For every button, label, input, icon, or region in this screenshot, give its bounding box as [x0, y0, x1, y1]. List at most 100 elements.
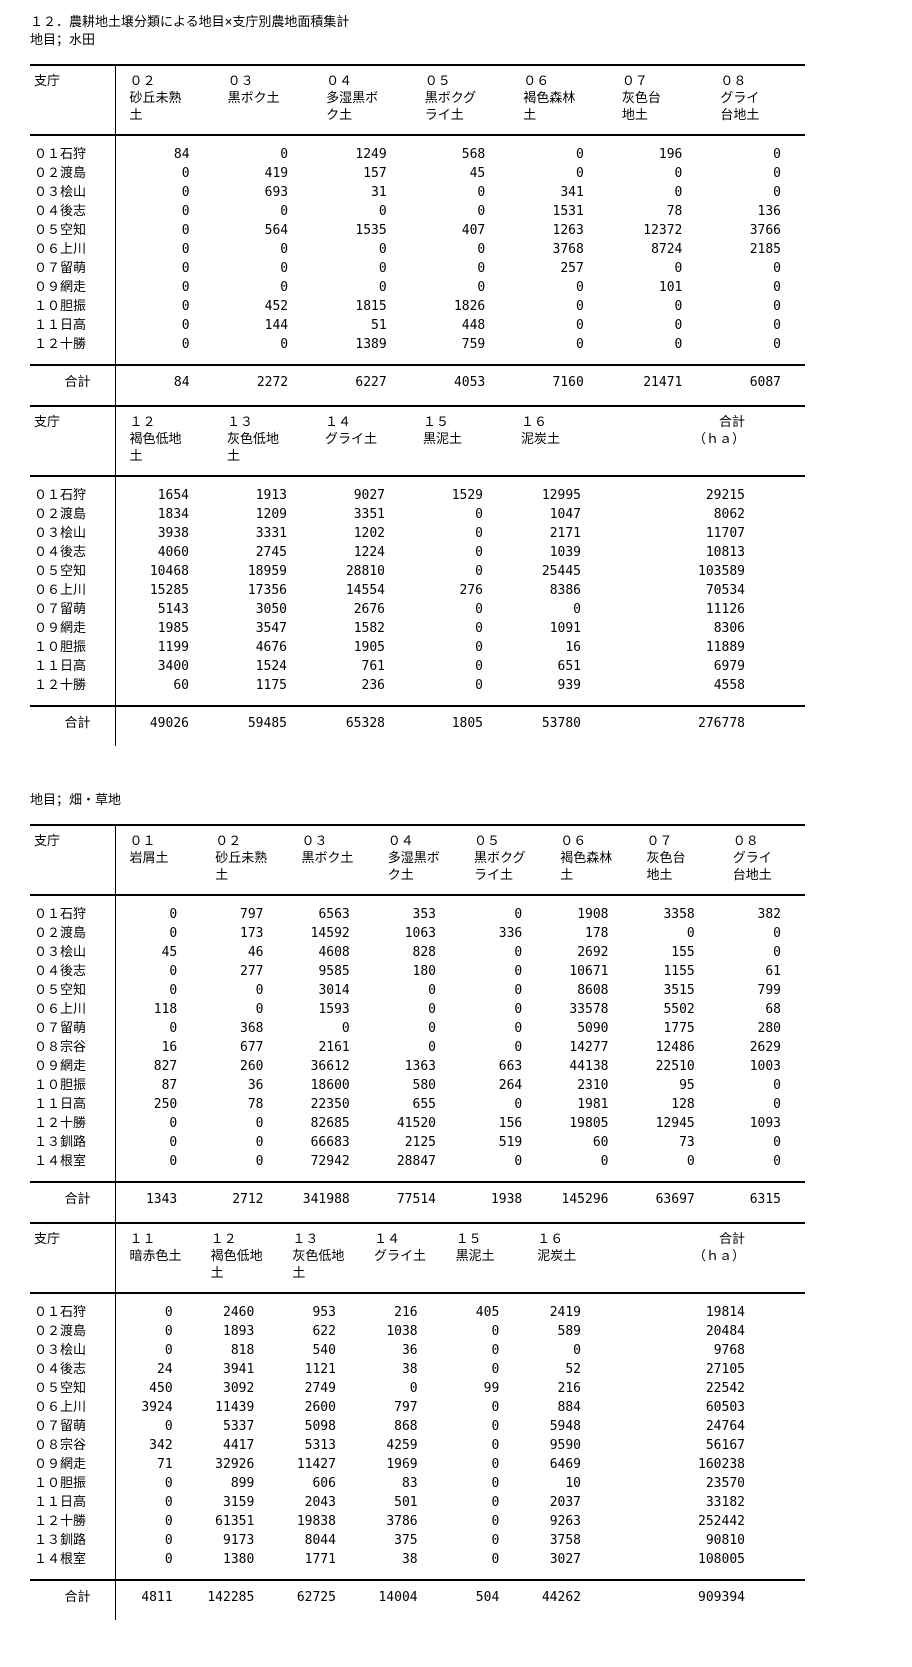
cell-value: 0: [181, 204, 190, 219]
total-label: 合計: [30, 705, 116, 746]
cell-value: 0: [477, 185, 486, 200]
cell-value: 156: [498, 1116, 523, 1131]
cell-value: 12945: [655, 1116, 695, 1131]
cell-value: 1981: [577, 1097, 609, 1112]
column-header: ０８ グライ 台地土: [706, 65, 805, 136]
cell-value: 375: [394, 1533, 418, 1548]
section-label-paddy: 地目；水田: [30, 33, 96, 48]
table-row: １１日高 3400 1524 761 0 651 6979: [30, 657, 805, 676]
cell-value: 33578: [569, 1002, 609, 1017]
column-header: ０１ 岩屑土: [115, 825, 202, 896]
table-row: ０６上川 3924 11439 2600 797 0 884 60503: [30, 1398, 805, 1417]
cell-value: 73: [679, 1135, 695, 1150]
cell-value: 71: [157, 1457, 173, 1472]
cell-value: 0: [773, 318, 781, 333]
section-label-field: 地目；畑・草地: [30, 793, 122, 808]
cell-value: 0: [514, 945, 523, 960]
cell-value: 24764: [705, 1419, 745, 1434]
cell-value: 2310: [577, 1078, 609, 1093]
cell-value: 353: [412, 907, 436, 922]
column-header-shicho: 支庁: [30, 825, 116, 896]
cell-value: 759: [461, 337, 486, 352]
column-header: ０６ 褐色森林 土: [546, 825, 633, 896]
cell-value: 0: [341, 1021, 350, 1036]
field-soil-table-part1: 支庁 ０１ 岩屑土 ０２ 砂丘未熟 土 ０３ 黒ボク土 ０４ 多湿黒ボ ク土 ０５ 黒ボク…: [30, 824, 805, 1222]
cell-value: 2037: [549, 1495, 581, 1510]
table-row: ０６上川 0 0 0 0 3768 8724 2185: [30, 240, 805, 259]
table-row: ０９網走 71 32926 11427 1969 0 6469 160238: [30, 1455, 805, 1474]
cell-value: 0: [477, 242, 486, 257]
cell-value: 5313: [304, 1438, 336, 1453]
cell-value: 0: [378, 242, 387, 257]
cell-value: 9173: [223, 1533, 255, 1548]
header-row: 支庁 １１ 暗赤色土 １２ 褐色低地 土 １３ 灰色低地 土 １４ グライ土 １５ 黒泥土…: [30, 1223, 805, 1294]
row-label: １１日高: [30, 1493, 116, 1512]
table-row: １３釧路 0 0 66683 2125 519 60 73 0: [30, 1133, 805, 1152]
cell-value: 4259: [386, 1438, 418, 1453]
cell-value: 622: [312, 1324, 336, 1339]
cell-value: 2749: [304, 1381, 336, 1396]
row-label: ０５空知: [30, 1379, 116, 1398]
row-label: １４根室: [30, 1550, 116, 1580]
cell-value: 0: [280, 242, 289, 257]
cell-value: 66683: [310, 1135, 350, 1150]
cell-value: 0: [575, 280, 584, 295]
total-row: 合計 84 2272 6227 4053 7160 21471 6087: [30, 364, 805, 405]
cell-value: 101: [658, 280, 683, 295]
cell-value: 0: [169, 1116, 178, 1131]
cell-value: 0: [674, 185, 683, 200]
cell-value: 0: [169, 1154, 178, 1169]
row-label: １３釧路: [30, 1133, 116, 1152]
cell-value: 1121: [304, 1362, 336, 1377]
cell-value: 1524: [255, 659, 287, 674]
column-header: １１ 暗赤色土: [115, 1223, 197, 1294]
total-value: 21471: [607, 364, 707, 405]
cell-value: 36612: [310, 1059, 350, 1074]
cell-value: 606: [312, 1476, 336, 1491]
row-label: ０１石狩: [30, 1293, 116, 1322]
column-header: １６ 泥炭土: [507, 406, 605, 477]
cell-value: 2629: [749, 1040, 781, 1055]
table-row: ０７留萌 0 0 0 0 257 0 0: [30, 259, 805, 278]
page-title: １２．農耕地土壌分類による地目×支庁別農地面積集計: [30, 15, 350, 30]
table-row: ０１石狩 0 797 6563 353 0 1908 3358 382: [30, 895, 805, 924]
cell-value: 19805: [569, 1116, 609, 1131]
cell-value: 0: [773, 280, 781, 295]
row-label: ０３桧山: [30, 1341, 116, 1360]
cell-value: 0: [477, 280, 486, 295]
table-row: １１日高 250 78 22350 655 0 1981 128 0: [30, 1095, 805, 1114]
table-row: ０３桧山 45 46 4608 828 0 2692 155 0: [30, 943, 805, 962]
cell-value: 0: [674, 261, 683, 276]
total-value: 59485: [213, 705, 311, 746]
total-value: 84: [115, 364, 214, 405]
cell-value: 236: [361, 678, 385, 693]
table-row: ０２渡島 0 419 157 45 0 0 0: [30, 164, 805, 183]
table-row: ０５空知 450 3092 2749 0 99 216 22542: [30, 1379, 805, 1398]
cell-value: 257: [560, 261, 584, 276]
column-header: １３ 灰色低地 土: [213, 406, 311, 477]
column-header: ０７ 灰色台 地土: [632, 825, 719, 896]
total-value: 145296: [546, 1181, 633, 1222]
row-label: ０９網走: [30, 1455, 116, 1474]
cell-value: 24: [157, 1362, 173, 1377]
cell-value: 0: [255, 1116, 264, 1131]
cell-value: 0: [428, 1002, 436, 1017]
cell-value: 32926: [215, 1457, 255, 1472]
table-row: ０８宗谷 16 677 2161 0 0 14277 12486 2629: [30, 1038, 805, 1057]
cell-value: 0: [514, 1154, 523, 1169]
cell-value: 1003: [749, 1059, 781, 1074]
cell-value: 9590: [549, 1438, 581, 1453]
cell-value: 1535: [355, 223, 387, 238]
cell-value: 4558: [713, 678, 745, 693]
cell-value: 407: [461, 223, 486, 238]
cell-value: 2692: [577, 945, 609, 960]
cell-value: 0: [514, 964, 523, 979]
cell-value: 4676: [255, 640, 287, 655]
header-row: 支庁 ０２ 砂丘未熟 土 ０３ 黒ボク土 ０４ 多湿黒ボ ク土 ０５ 黒ボクグ ライ土 ０…: [30, 65, 805, 136]
cell-value: 0: [164, 1343, 173, 1358]
total-value: 62725: [278, 1579, 360, 1620]
cell-value: 3924: [141, 1400, 173, 1415]
cell-value: 0: [514, 1021, 523, 1036]
cell-value: 0: [491, 1324, 500, 1339]
